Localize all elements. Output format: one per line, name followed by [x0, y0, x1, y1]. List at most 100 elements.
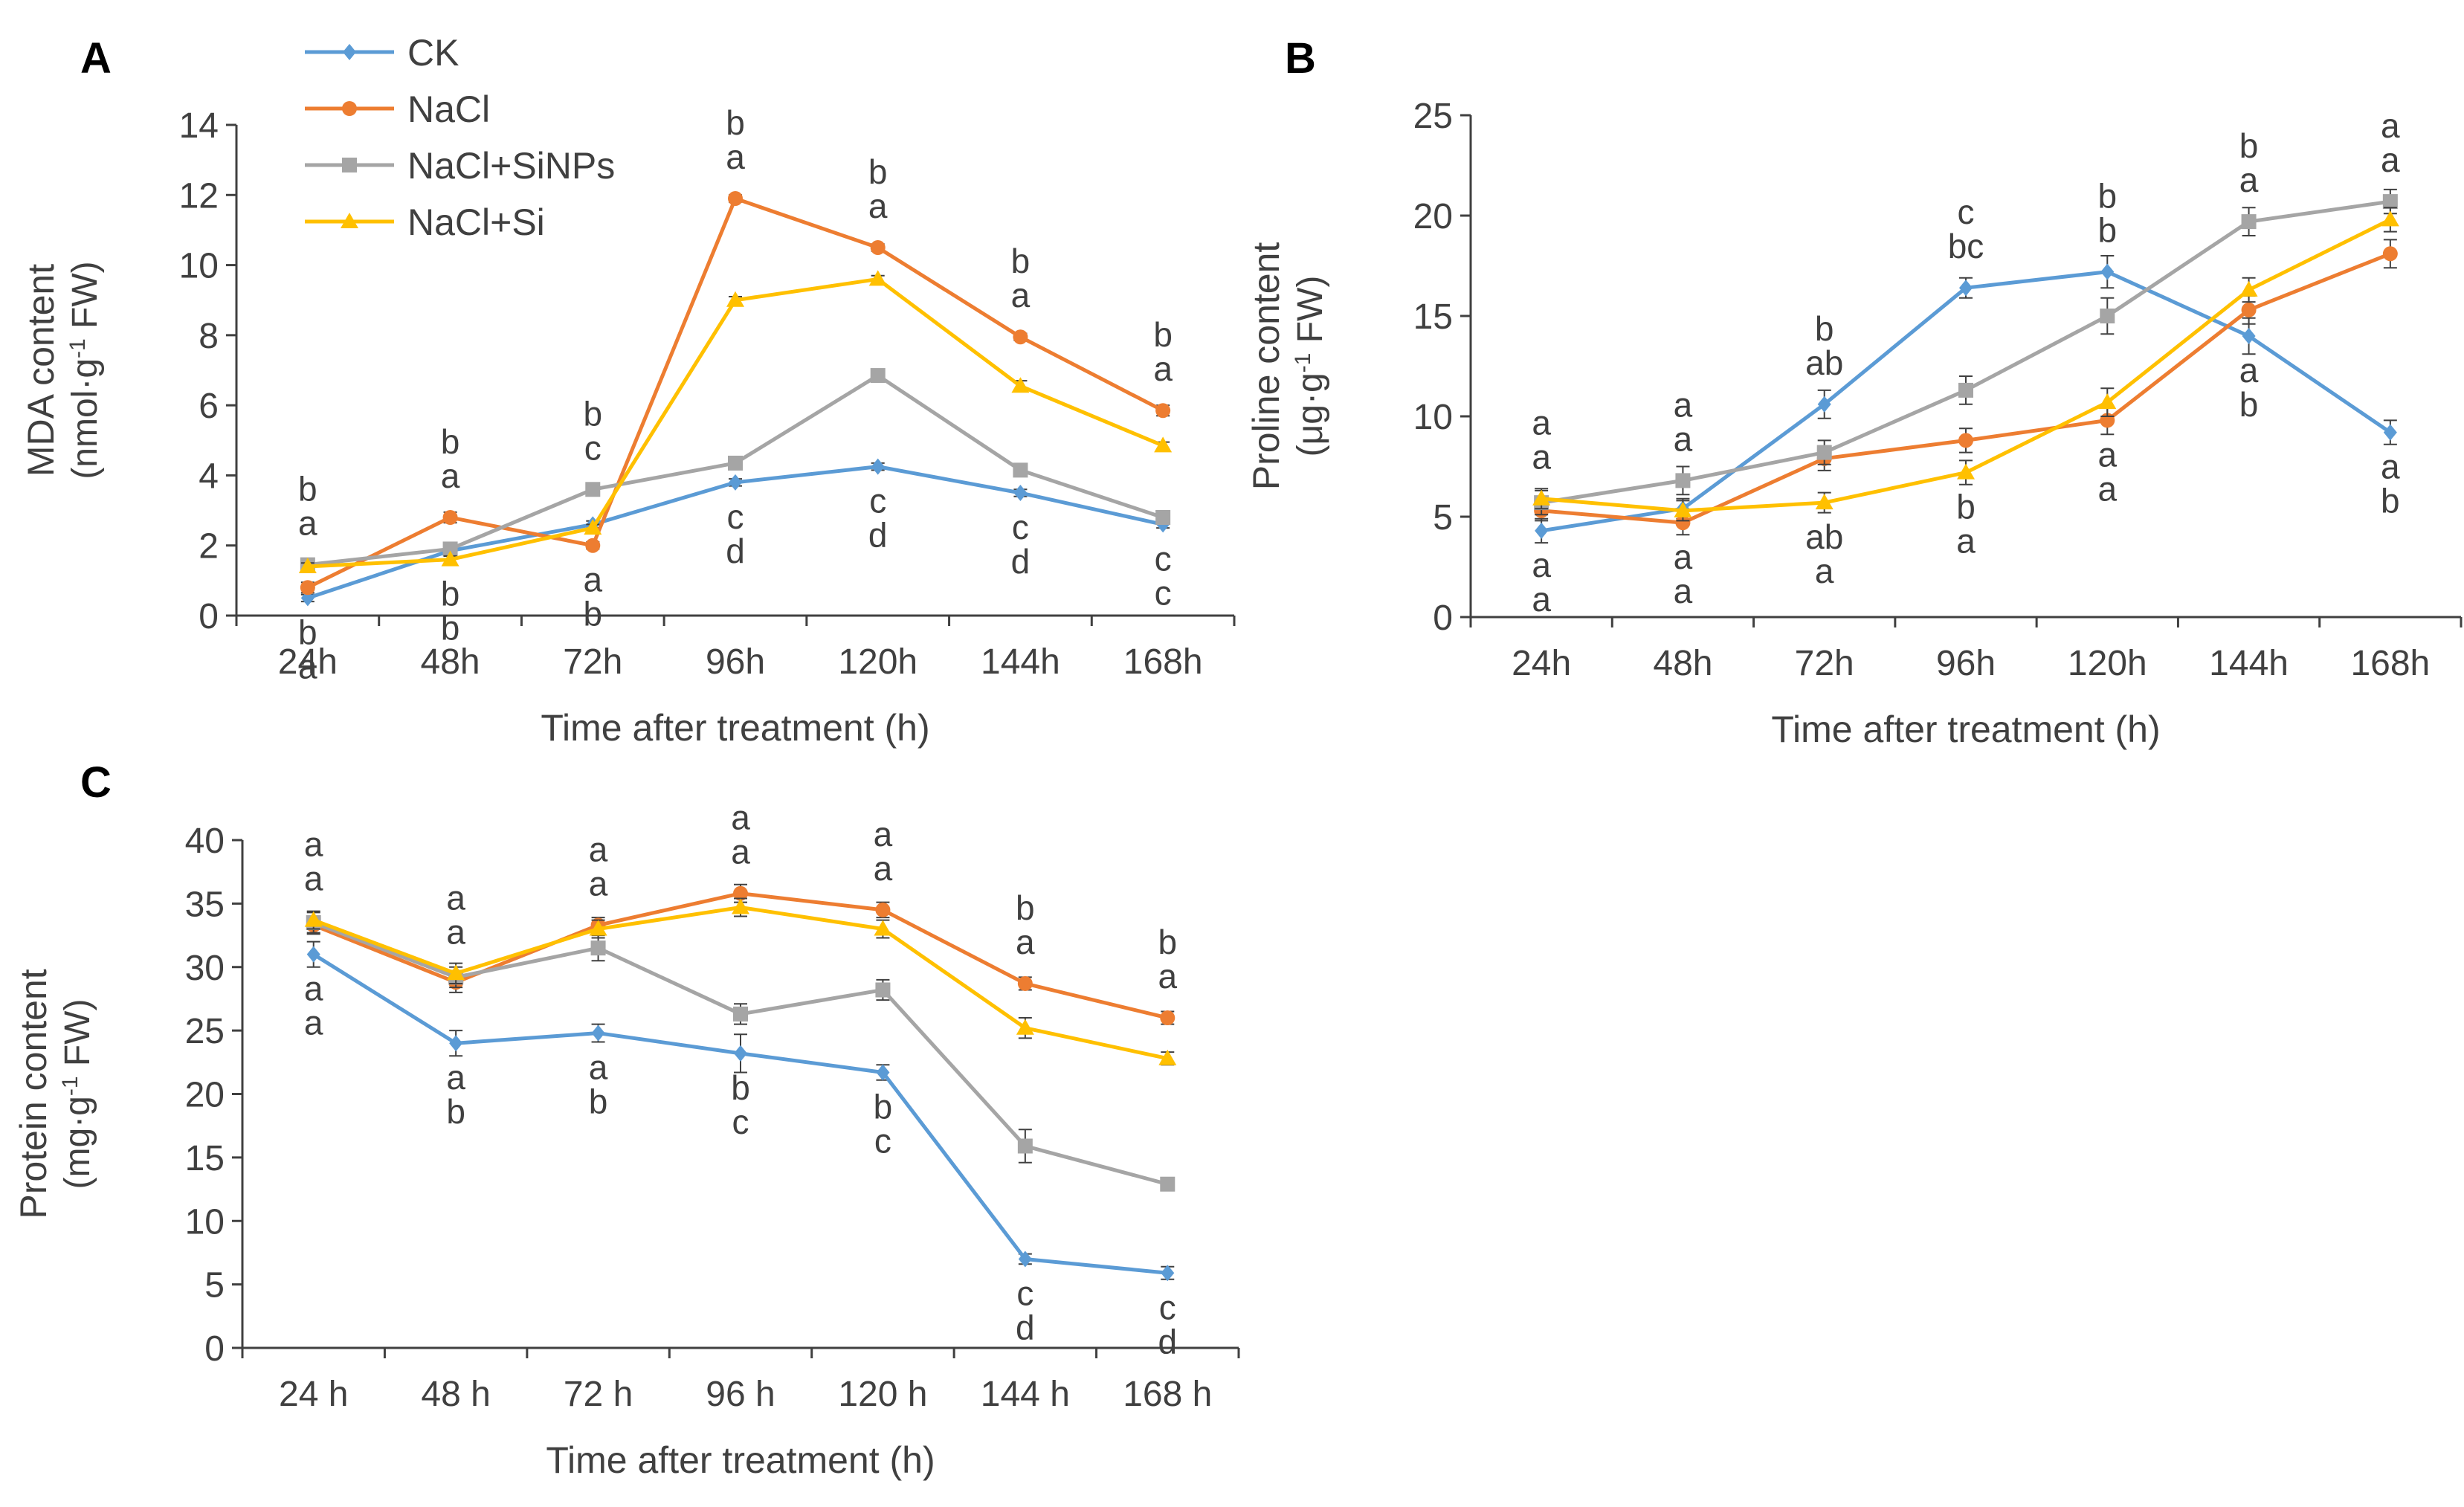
data-point [585, 538, 601, 553]
data-point [442, 510, 458, 525]
data-point [2239, 280, 2258, 297]
data-point [2242, 328, 2256, 344]
data-point [733, 885, 748, 901]
letter-nacl-sinps: a [446, 1058, 465, 1097]
letter-nacl-sinps: b [298, 613, 317, 651]
y-tick-label: 15 [185, 1139, 225, 1178]
data-point [1675, 515, 1691, 531]
data-point [875, 982, 891, 998]
data-point [1017, 975, 1033, 991]
y-tick-label: 6 [199, 387, 219, 426]
data-point [2381, 210, 2399, 227]
y-tick-label: 0 [204, 1329, 225, 1369]
letter-nacl-si: b [726, 103, 745, 142]
data-point [1532, 489, 1551, 506]
legend-marker [343, 44, 356, 60]
y-axis-unit: (mg·g [58, 1096, 97, 1189]
letter-nacl-sinps: c [1016, 1274, 1033, 1312]
significance-letters: ab cd [1158, 923, 1177, 1361]
data-point [1817, 396, 1831, 413]
letter-nacl: a [1153, 349, 1173, 388]
letter-nacl: a [868, 187, 888, 225]
y-tick-label: 0 [1433, 598, 1453, 638]
data-point [733, 1006, 748, 1022]
y-axis-unit: (nmol·g [65, 358, 105, 480]
letter-nacl-sinps: a [1674, 538, 1693, 576]
x-tick-label: 144h [2209, 644, 2289, 683]
data-point [306, 946, 320, 963]
data-point [1674, 501, 1692, 517]
y-tick-label: 40 [185, 822, 225, 861]
letter-ck: b [446, 1092, 465, 1131]
data-point [729, 474, 742, 491]
y-axis-title: MDA content (nmol·g-1 FW) [20, 261, 105, 479]
y-tick-label: 2 [199, 527, 219, 567]
x-tick-label: 96 h [706, 1375, 775, 1414]
y-axis-unit-tail: FW) [58, 999, 97, 1077]
data-point [871, 458, 885, 475]
letter-nacl-si: b [1016, 888, 1035, 927]
data-point [2100, 263, 2115, 280]
letter-ck: c [732, 1103, 749, 1141]
x-tick-label: 72h [1795, 644, 1854, 683]
x-tick-label: 120 h [838, 1375, 927, 1414]
letter-nacl-si: a [446, 878, 465, 917]
letter-ck: a [1956, 522, 1976, 561]
data-point [591, 1024, 605, 1042]
data-point [1160, 1176, 1175, 1192]
data-point [584, 519, 602, 535]
significance-letters: ab cc [1153, 315, 1173, 612]
data-point [1815, 494, 1834, 510]
letter-nacl-sinps: a [2381, 448, 2400, 486]
x-axis-title: Time after treatment (h) [546, 1439, 935, 1481]
data-point [2383, 424, 2397, 441]
x-tick-label: 48 h [421, 1375, 490, 1414]
letter-ck: a [298, 647, 317, 685]
data-point [1011, 377, 1030, 393]
data-point [875, 902, 891, 917]
letter-nacl-sinps: c [727, 497, 744, 536]
data-point [585, 482, 601, 497]
significance-letters: ab cd [1016, 888, 1035, 1347]
legend-item-nacl-si: NaCl+Si [305, 201, 545, 243]
letter-nacl: a [1011, 276, 1031, 314]
data-point [1013, 329, 1028, 345]
letter-nacl: a [2381, 141, 2400, 179]
data-point [1958, 382, 1973, 398]
y-tick-label: 15 [1413, 297, 1453, 337]
letter-nacl-sinps: c [869, 482, 886, 520]
significance-letters: aa bc [874, 815, 893, 1161]
letter-nacl: a [446, 912, 465, 951]
letter-nacl-sinps: b [874, 1087, 893, 1126]
series-nacl-sinps [1534, 188, 2398, 516]
data-point [870, 240, 886, 255]
letter-nacl-si: b [298, 470, 317, 509]
data-point [1959, 280, 1973, 297]
data-point [1957, 463, 1975, 480]
data-point [300, 580, 315, 596]
letter-nacl-si: b [1815, 309, 1834, 348]
y-axis-unit-exponent: -1 [65, 338, 90, 358]
letter-nacl-sinps: b [1956, 488, 1976, 526]
letter-ck: a [1674, 572, 1693, 610]
data-point [1158, 1049, 1177, 1065]
letter-nacl-si: a [731, 798, 750, 837]
y-tick-label: 10 [185, 1202, 225, 1242]
data-point [728, 455, 743, 471]
letter-nacl-sinps: c [1155, 539, 1172, 578]
data-point [732, 898, 749, 914]
y-axis-title-line2: (mg·g-1 FW) [58, 999, 98, 1190]
letter-nacl: a [726, 138, 745, 176]
data-point [442, 541, 458, 557]
data-point [728, 191, 743, 206]
letter-nacl-si: a [1674, 385, 1693, 424]
data-point [874, 920, 892, 936]
y-tick-label: 25 [1413, 97, 1453, 136]
letter-nacl: a [874, 849, 893, 888]
letter-ck: d [1011, 542, 1031, 581]
letter-nacl-si: b [2097, 177, 2117, 216]
letter-ck: d [726, 532, 745, 570]
letter-ck: a [2097, 469, 2117, 508]
